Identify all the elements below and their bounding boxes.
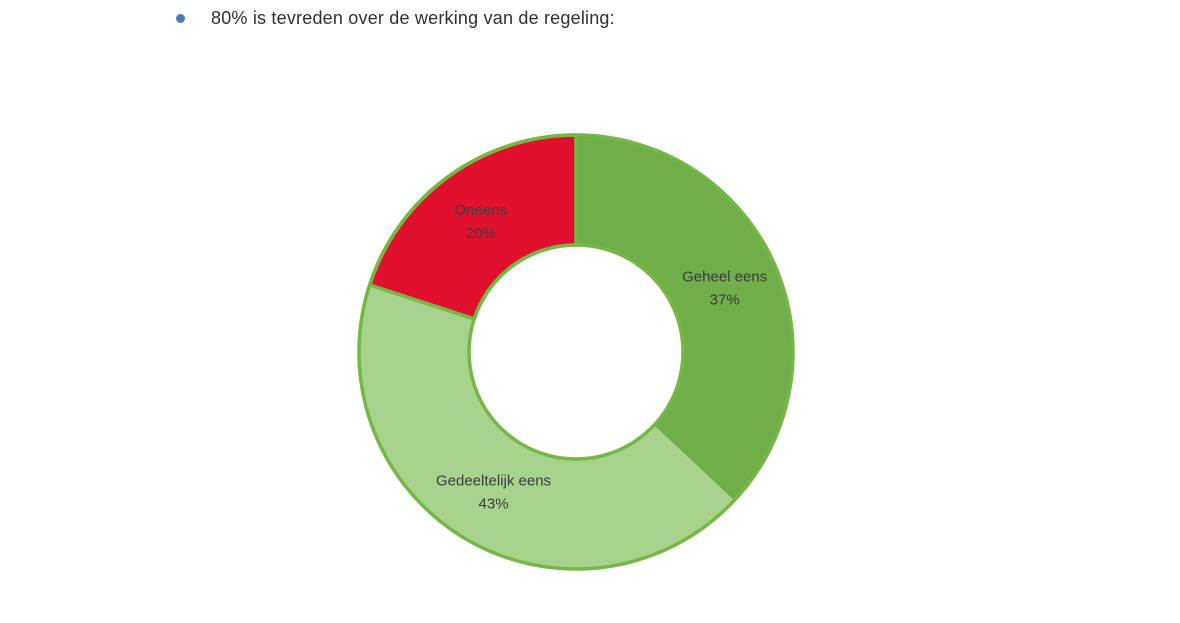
donut-inner-ring <box>467 243 685 461</box>
bullet-text: 80% is tevreden over de werking van de r… <box>211 7 615 28</box>
bullet-icon <box>176 13 185 23</box>
donut-slice-oneens <box>369 135 576 319</box>
donut-slice-gedeeltelijk-eens <box>358 284 735 570</box>
bullet-item: 80% is tevreden over de werking van de r… <box>176 5 615 31</box>
slice-label-gedeeltelijk-eens: Gedeeltelijk eens 43% <box>436 472 551 512</box>
slice-label-oneens: Oneens 20% <box>455 202 508 242</box>
slice-label-geheel-eens: Geheel eens 37% <box>682 269 767 309</box>
donut-slice-geheel-eens <box>576 135 793 501</box>
donut-outer-ring <box>357 133 795 571</box>
